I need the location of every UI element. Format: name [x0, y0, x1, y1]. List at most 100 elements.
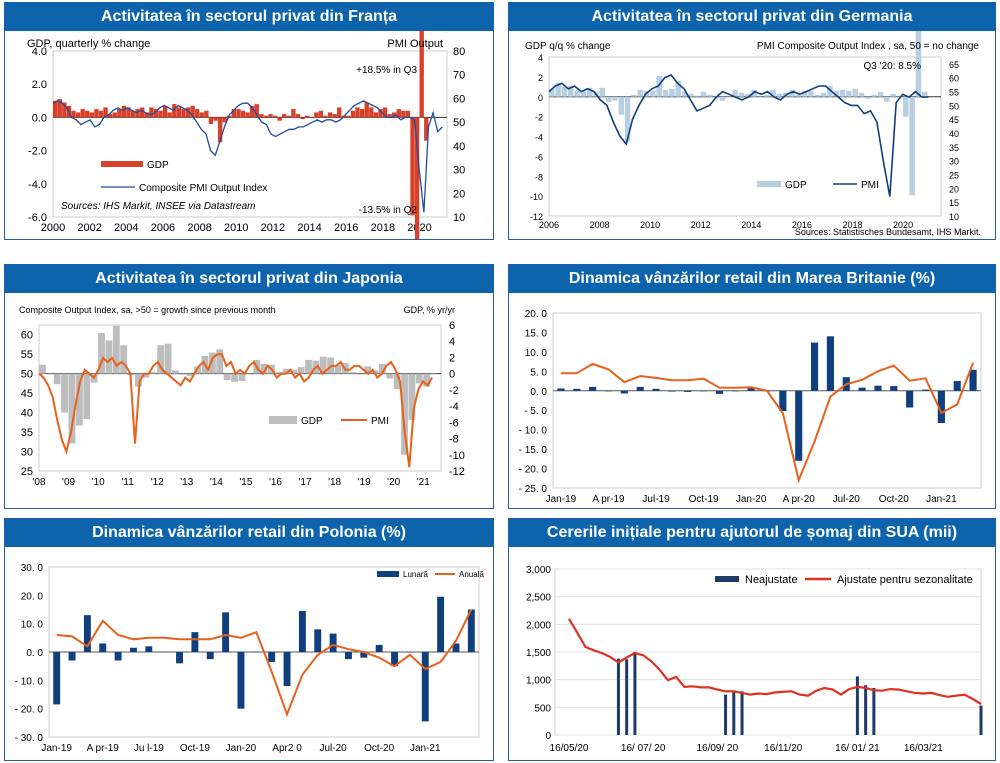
y-tick-label: - 20. 0	[15, 705, 44, 716]
annotation: Q3 '20: 8.5%	[864, 61, 922, 72]
left-tick-label: -8	[535, 172, 543, 182]
x-tick-label: 2000	[41, 222, 65, 234]
x-tick-label: Oct-19	[180, 743, 210, 754]
source-note: Sources: Statistisches Bundesamt, IHS Ma…	[795, 227, 981, 237]
gdp-bar	[827, 85, 833, 97]
gdp-bar	[98, 110, 104, 118]
annual-line	[560, 362, 975, 484]
x-tick-label: Jul-20	[833, 494, 861, 505]
gdp-bar	[549, 88, 555, 97]
y-tick-label: - 15. 0	[519, 445, 548, 456]
x-tick-label: 2016	[792, 220, 812, 230]
left-axis-label: GDP q/q % change	[525, 41, 611, 52]
gdp-bar	[694, 95, 700, 97]
gdp-bar	[896, 96, 903, 98]
gdp-bar	[167, 112, 172, 118]
x-tick-label: Oct-20	[364, 743, 394, 754]
weekly-bar	[872, 687, 876, 735]
left-tick-label: -6	[535, 152, 543, 162]
x-tick-label: 2020	[893, 220, 913, 230]
gdp-bar	[71, 110, 76, 118]
right-axis-label: GDP, % yr/yr	[404, 305, 455, 315]
monthly-bar	[620, 390, 628, 394]
gdp-bar	[808, 90, 814, 97]
panel-title: Dinamica vânzărilor retail din Polonia (…	[5, 519, 493, 547]
monthly-bar	[160, 652, 168, 653]
right-tick-label: 0	[449, 369, 455, 381]
left-tick-label: -12	[530, 212, 543, 222]
left-tick-label: 2	[538, 73, 543, 83]
gdp-bar	[126, 107, 131, 118]
gdp-bar	[112, 325, 120, 374]
x-tick-label: 2014	[741, 220, 761, 230]
gdp-bar	[624, 96, 631, 142]
gdp-bar	[415, 373, 423, 384]
left-tick-label: -4	[535, 133, 543, 143]
gdp-bar	[231, 109, 237, 118]
monthly-bar	[937, 390, 945, 424]
gdp-bar	[98, 333, 105, 374]
monthly-bar	[68, 652, 76, 661]
gdp-bar	[369, 107, 374, 118]
gdp-bar	[259, 114, 264, 118]
monthly-bar	[715, 390, 724, 394]
gdp-bar	[121, 105, 127, 118]
gdp-bar	[386, 373, 394, 379]
gdp-bar	[286, 115, 292, 118]
gdp-bar	[172, 104, 177, 118]
right-tick-label: 30	[453, 165, 465, 177]
gdp-bar	[675, 80, 681, 97]
gdp-bar	[401, 110, 406, 118]
gdp-bar	[700, 91, 707, 97]
monthly-bar	[557, 388, 565, 391]
poland-chart: 30. 0 20. 0 10. 0 0. 0 - 10. 0 - 20. 0 - 30. 0…	[15, 563, 485, 754]
gdp-bar	[297, 367, 305, 374]
gdp-bar	[245, 373, 253, 375]
gdp-bar	[423, 373, 431, 387]
legend-bar-swatch	[757, 181, 781, 187]
x-tick-label: 2018	[842, 220, 862, 230]
weekly-bar	[740, 691, 744, 735]
monthly-bar	[176, 652, 183, 664]
gdp-bar	[833, 90, 840, 97]
right-tick-label: 10	[453, 212, 465, 224]
gdp-bar	[277, 117, 282, 121]
legend-bar-label: GDP	[301, 416, 323, 427]
gdp-bar	[231, 373, 238, 382]
gdp-bar	[580, 90, 587, 97]
monthly-bar	[145, 646, 153, 652]
gdp-bar	[162, 105, 168, 118]
right-tick-label: 45	[949, 115, 959, 125]
gdp-bar	[349, 372, 357, 374]
legend-bar-label: GDP	[785, 180, 807, 191]
x-tick-label: A pr-20	[783, 494, 816, 505]
x-tick-label: '10	[92, 477, 105, 488]
x-tick-label: '08	[32, 477, 45, 488]
gdp-bar	[903, 96, 909, 117]
right-tick-label: -4	[449, 401, 459, 413]
monthly-bar	[53, 652, 61, 705]
gdp-bar	[669, 88, 675, 97]
weekly-bar	[633, 652, 637, 735]
x-tick-label: 16/03/21	[904, 743, 943, 754]
x-tick-label: '21	[417, 477, 430, 488]
right-axis-label: PMI Composite Output Index , sa, 50 = no…	[757, 41, 980, 52]
monthly-bar	[252, 652, 260, 653]
gdp-bar	[650, 90, 656, 97]
left-tick-label: -4.0	[28, 179, 47, 191]
right-tick-label: 30	[949, 157, 959, 167]
gdp-bar	[83, 373, 91, 420]
x-tick-label: '19	[358, 477, 371, 488]
right-tick-label: 40	[453, 141, 465, 153]
gdp-bar	[332, 114, 337, 118]
panel-title: Dinamica vânzărilor retail din Marea Bri…	[509, 265, 995, 293]
gdp-bar	[275, 372, 283, 374]
gdp-bar	[305, 359, 312, 374]
monthly-bar	[731, 390, 739, 392]
monthly-bar	[953, 381, 961, 391]
gdp-bar	[334, 364, 342, 374]
gdp-bar	[295, 114, 301, 118]
gdp-bar	[272, 115, 278, 118]
right-tick-label: 60	[453, 93, 465, 105]
x-tick-label: Jan-21	[926, 494, 957, 505]
